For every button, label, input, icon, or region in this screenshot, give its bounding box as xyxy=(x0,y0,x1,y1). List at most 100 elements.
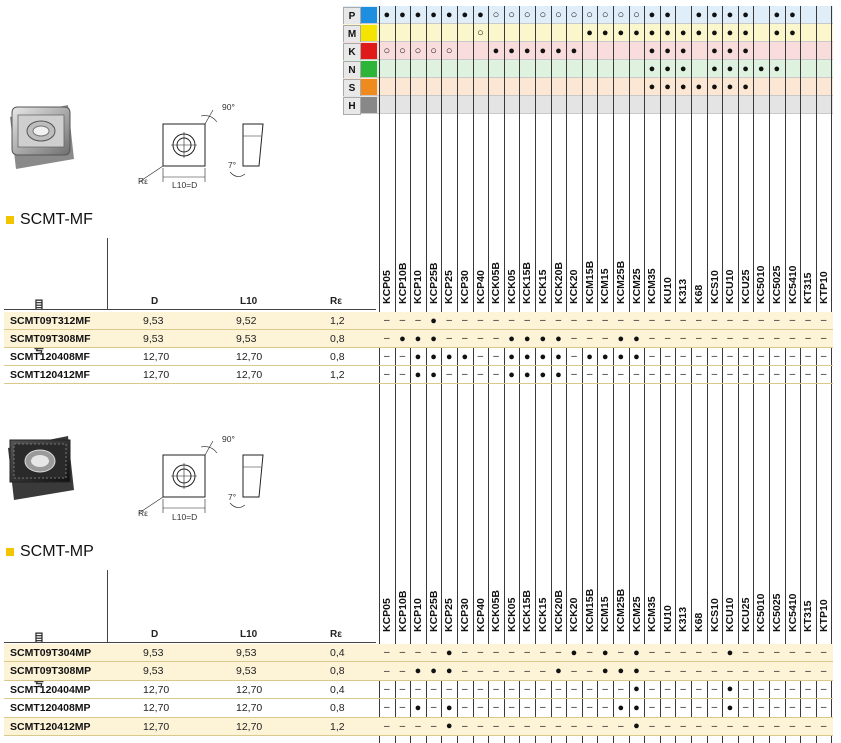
grade-mark: – xyxy=(664,665,671,677)
grade-mark: – xyxy=(602,683,608,695)
column-divider xyxy=(503,6,505,743)
grade-mark: – xyxy=(555,647,562,659)
grade-mark: – xyxy=(758,333,764,344)
iso-mark: ● xyxy=(399,8,406,21)
grade-mark: ● xyxy=(508,350,515,363)
grade-mark: ● xyxy=(617,350,625,363)
grade-mark: – xyxy=(664,333,671,344)
row-re: 0,4 xyxy=(330,683,345,696)
grade-mark: – xyxy=(680,702,686,714)
grade-mark: – xyxy=(711,665,718,677)
iso-letter-s: S xyxy=(343,79,361,97)
column-divider xyxy=(379,6,380,743)
iso-mark: ● xyxy=(742,80,749,93)
iso-mark: ● xyxy=(695,80,703,93)
grade-mark: – xyxy=(758,665,764,677)
grade-mark: – xyxy=(477,720,484,732)
grade-mark: – xyxy=(742,683,749,695)
grade-label-kck20b: KCK20B xyxy=(552,589,565,632)
grade-mark: – xyxy=(571,702,577,714)
grade-mark: ● xyxy=(445,665,453,678)
iso-letter-p: P xyxy=(343,7,361,25)
grade-mark: – xyxy=(789,369,796,380)
iso-color-swatch xyxy=(361,7,377,23)
grade-mark: ● xyxy=(414,332,422,345)
grade-label-kcm15b: KCM15B xyxy=(583,260,596,304)
grade-mark: – xyxy=(789,665,796,677)
grade-mark: – xyxy=(789,702,796,714)
grade-mark: – xyxy=(820,315,827,326)
grade-mark: – xyxy=(696,315,702,326)
grade-mark: – xyxy=(493,665,499,677)
grade-mark: – xyxy=(649,369,655,380)
iso-mark: ● xyxy=(664,62,671,75)
grade-mark: – xyxy=(477,702,484,714)
iso-mark: ● xyxy=(679,26,687,39)
grade-mark: – xyxy=(649,647,655,659)
iso-mark: ● xyxy=(648,80,656,93)
iso-mark: ● xyxy=(586,26,593,39)
column-divider xyxy=(394,6,396,743)
grade-mark: ● xyxy=(430,314,437,327)
column-divider xyxy=(753,6,755,743)
grade-label-kck15b: KCK15B xyxy=(521,261,534,304)
grade-mark: – xyxy=(711,333,718,344)
grade-mark: – xyxy=(805,351,811,362)
grade-mark: – xyxy=(477,315,484,326)
grade-mark: – xyxy=(477,665,484,677)
iso-mark: ● xyxy=(664,80,671,93)
grade-mark: ● xyxy=(601,665,609,678)
grade-mark: ● xyxy=(414,701,422,714)
row-l10: 12,70 xyxy=(236,702,263,715)
grade-mark: – xyxy=(696,333,702,344)
grade-mark: – xyxy=(446,333,452,344)
grade-mark: – xyxy=(524,720,530,732)
grade-label-kcp25b: KCP25B xyxy=(427,262,440,304)
grade-mark: – xyxy=(618,683,624,695)
iso-letter-h: H xyxy=(343,97,361,115)
grade-mark: – xyxy=(805,315,811,326)
grade-mark: ● xyxy=(445,720,453,733)
grade-mark: – xyxy=(399,683,406,695)
header-divider xyxy=(107,570,108,642)
iso-mark: ● xyxy=(789,8,796,21)
grade-mark: – xyxy=(524,702,530,714)
grade-mark: – xyxy=(508,665,515,677)
grade-mark: – xyxy=(462,702,468,714)
row-code: SCMT09T304MP xyxy=(10,647,92,659)
iso-mark: ○ xyxy=(601,8,609,21)
iso-row-band xyxy=(343,60,833,78)
grade-mark: – xyxy=(415,315,421,326)
grade-mark: – xyxy=(789,315,796,326)
grade-label-kt315: KT315 xyxy=(802,272,815,304)
grade-mark: – xyxy=(384,647,390,659)
row-d: 9,53 xyxy=(143,333,164,345)
grade-mark: – xyxy=(742,315,749,326)
grade-mark: – xyxy=(649,315,655,326)
iso-letter-m: M xyxy=(343,25,361,43)
grade-mark: – xyxy=(820,369,827,380)
iso-mark: ● xyxy=(523,44,531,57)
iso-mark: ● xyxy=(648,62,656,75)
grade-label-ktp10: KTP10 xyxy=(817,599,830,632)
row-d: 12,70 xyxy=(143,369,170,381)
grade-label-kcp25: KCP25 xyxy=(443,270,456,304)
grade-mark: – xyxy=(789,683,796,695)
grade-mark: – xyxy=(571,351,577,362)
iso-mark: ○ xyxy=(555,8,562,21)
column-divider xyxy=(441,6,443,743)
insert-drawing-mp xyxy=(135,433,275,528)
column-divider xyxy=(581,6,583,743)
grade-mark: – xyxy=(586,333,593,344)
grade-mark: – xyxy=(680,333,686,344)
row-d: 12,70 xyxy=(143,702,170,715)
grade-mark: – xyxy=(820,333,827,344)
grade-mark: ● xyxy=(555,368,562,381)
iso-row-band xyxy=(343,42,833,60)
iso-mark: ● xyxy=(773,26,781,39)
grade-label-kc5010: KC5010 xyxy=(755,265,768,304)
grade-mark: – xyxy=(415,683,421,695)
iso-color-swatch xyxy=(361,25,377,41)
row-l10: 12,70 xyxy=(236,683,263,696)
grade-mark: ● xyxy=(430,368,437,381)
